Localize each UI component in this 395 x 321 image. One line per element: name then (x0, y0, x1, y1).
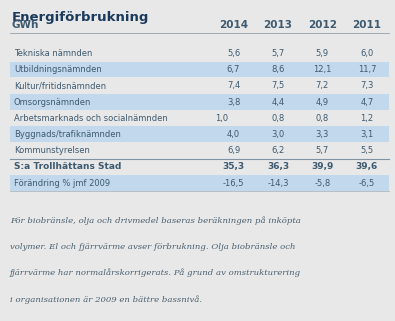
Text: 36,3: 36,3 (267, 162, 289, 171)
Text: 3,8: 3,8 (227, 98, 240, 107)
Text: 12,1: 12,1 (313, 65, 332, 74)
Text: För biobränsle, olja och drivmedel baseras beräkningen på inköpta: För biobränsle, olja och drivmedel baser… (10, 216, 301, 225)
Text: 4,4: 4,4 (271, 98, 284, 107)
Text: fjärrvärme har normalårskorrigerats. På grund av omstrukturering: fjärrvärme har normalårskorrigerats. På … (10, 269, 301, 277)
Text: Tekniska nämnden: Tekniska nämnden (14, 49, 92, 58)
Text: 1,2: 1,2 (360, 114, 373, 123)
Text: Arbetsmarknads och socialnämnden: Arbetsmarknads och socialnämnden (14, 114, 167, 123)
Bar (10, 94, 389, 109)
Text: 39,9: 39,9 (311, 162, 334, 171)
Bar (10, 62, 389, 77)
Text: i organisationen är 2009 en bättre bassnivå.: i organisationen är 2009 en bättre bassn… (10, 295, 202, 304)
Text: 7,2: 7,2 (316, 82, 329, 91)
Text: 1,0: 1,0 (215, 114, 228, 123)
Text: 5,6: 5,6 (227, 49, 240, 58)
Text: 2012: 2012 (308, 20, 337, 30)
Text: -16,5: -16,5 (223, 178, 244, 187)
Text: 3,0: 3,0 (271, 130, 285, 139)
Text: 5,7: 5,7 (271, 49, 285, 58)
Text: 2013: 2013 (263, 20, 292, 30)
Text: 2011: 2011 (352, 20, 381, 30)
Text: Omsorgsnämnden: Omsorgsnämnden (14, 98, 91, 107)
Text: Utbildningsnämnden: Utbildningsnämnden (14, 65, 102, 74)
Text: 11,7: 11,7 (357, 65, 376, 74)
Text: 0,8: 0,8 (316, 114, 329, 123)
Text: 7,4: 7,4 (227, 82, 240, 91)
Text: 3,1: 3,1 (360, 130, 374, 139)
Text: 0,8: 0,8 (271, 114, 285, 123)
Text: -6,5: -6,5 (359, 178, 375, 187)
Text: 35,3: 35,3 (222, 162, 245, 171)
Text: 8,6: 8,6 (271, 65, 285, 74)
Text: Kommunstyrelsen: Kommunstyrelsen (14, 146, 90, 155)
Text: Förändring % jmf 2009: Förändring % jmf 2009 (14, 178, 110, 187)
Text: Byggnads/trafiknämnden: Byggnads/trafiknämnden (14, 130, 121, 139)
Text: GWh: GWh (12, 20, 39, 30)
Text: -5,8: -5,8 (314, 178, 331, 187)
Text: 6,0: 6,0 (360, 49, 374, 58)
Text: 7,5: 7,5 (271, 82, 285, 91)
Text: 7,3: 7,3 (360, 82, 374, 91)
Text: -14,3: -14,3 (267, 178, 289, 187)
Text: 5,7: 5,7 (316, 146, 329, 155)
Text: 6,2: 6,2 (271, 146, 285, 155)
Text: 5,5: 5,5 (360, 146, 373, 155)
Text: Kultur/fritidsnämnden: Kultur/fritidsnämnden (14, 82, 106, 91)
Text: Energiförbrukning: Energiförbrukning (12, 11, 149, 24)
Text: 39,6: 39,6 (356, 162, 378, 171)
Text: 4,7: 4,7 (360, 98, 374, 107)
Text: volymer. El och fjärrvärme avser förbrukning. Olja biobränsle och: volymer. El och fjärrvärme avser förbruk… (10, 243, 295, 251)
Text: 6,7: 6,7 (227, 65, 240, 74)
Text: S:a Trollhättans Stad: S:a Trollhättans Stad (14, 162, 121, 171)
Text: 2014: 2014 (219, 20, 248, 30)
Text: 3,3: 3,3 (316, 130, 329, 139)
Text: 4,0: 4,0 (227, 130, 240, 139)
Text: 6,9: 6,9 (227, 146, 240, 155)
Bar (10, 175, 389, 190)
Bar (10, 126, 389, 142)
Text: 4,9: 4,9 (316, 98, 329, 107)
Text: 5,9: 5,9 (316, 49, 329, 58)
